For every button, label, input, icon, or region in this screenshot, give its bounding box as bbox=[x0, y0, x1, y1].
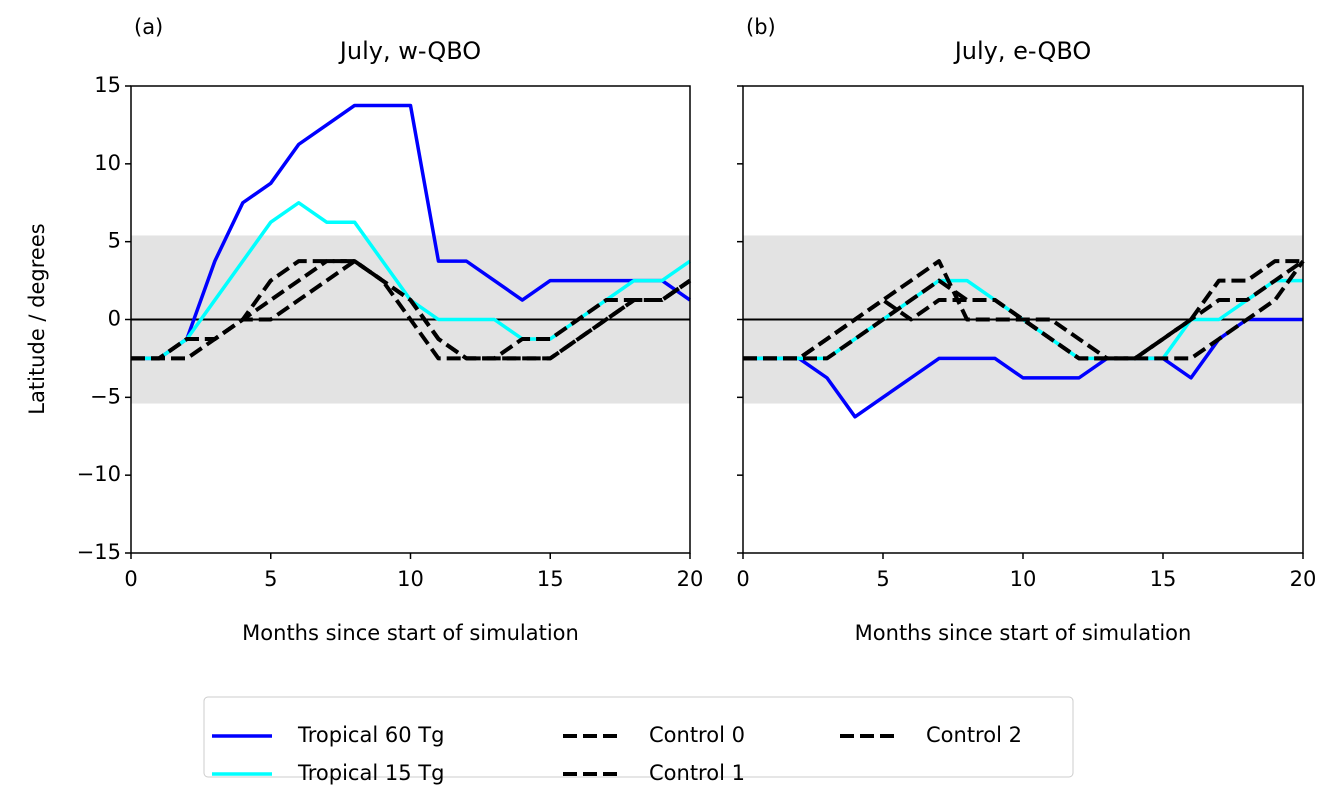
x-tick-label: 5 bbox=[876, 567, 889, 591]
x-tick-label: 0 bbox=[124, 567, 137, 591]
y-tick-label: −15 bbox=[77, 540, 121, 564]
x-tick-label: 10 bbox=[1010, 567, 1037, 591]
x-tick-label: 0 bbox=[736, 567, 749, 591]
x-tick-label: 15 bbox=[537, 567, 564, 591]
y-tick-label: 5 bbox=[108, 229, 121, 253]
x-axis-label: Months since start of simulation bbox=[855, 621, 1192, 645]
series-line bbox=[743, 317, 1303, 419]
title: July, e-QBO bbox=[953, 37, 1092, 65]
title: July, w-QBO bbox=[338, 37, 481, 65]
y-tick-label: 0 bbox=[108, 307, 121, 331]
y-tick-label: 10 bbox=[94, 151, 121, 175]
y-tick-label: −5 bbox=[90, 384, 121, 408]
x-tick-label: 10 bbox=[397, 567, 424, 591]
legend-label: Control 0 bbox=[649, 723, 745, 747]
x-tick-label: 20 bbox=[677, 567, 704, 591]
x-tick-label: 5 bbox=[264, 567, 277, 591]
legend-label: Tropical 15 Tg bbox=[297, 761, 444, 785]
legend-box bbox=[203, 696, 1074, 778]
x-axis-label: Months since start of simulation bbox=[242, 621, 579, 645]
series-line bbox=[743, 259, 1303, 361]
panel-label: (b) bbox=[746, 15, 776, 39]
y-axis-label: Latitude / degrees bbox=[25, 223, 49, 414]
legend-label: Control 1 bbox=[649, 761, 745, 785]
legend-label: Control 2 bbox=[926, 723, 1022, 747]
y-tick-label: 15 bbox=[94, 73, 121, 97]
y-tick-label: −10 bbox=[77, 462, 121, 486]
series-line bbox=[131, 103, 691, 361]
legend-label: Tropical 60 Tg bbox=[297, 723, 444, 747]
x-tick-label: 15 bbox=[1150, 567, 1177, 591]
series-line bbox=[131, 259, 692, 361]
panel-label: (a) bbox=[134, 15, 163, 39]
x-tick-label: 20 bbox=[1290, 567, 1317, 591]
